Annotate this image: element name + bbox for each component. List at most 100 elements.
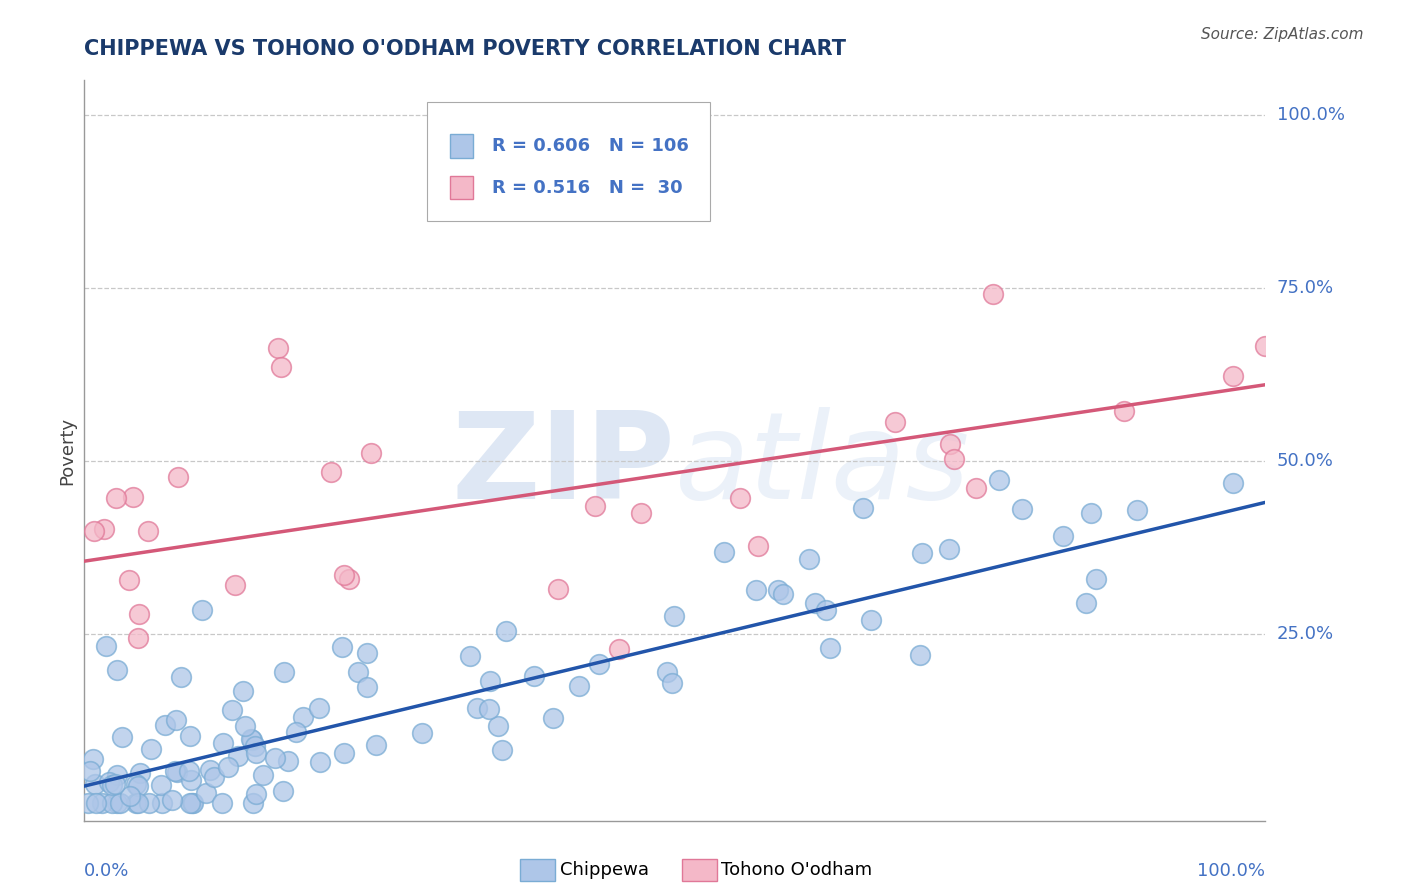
- Point: [180, 773, 202, 788]
- Point: [630, 507, 652, 521]
- Point: [1112, 404, 1135, 418]
- Point: [194, 786, 217, 800]
- Point: [309, 755, 332, 769]
- Point: [179, 764, 201, 778]
- Point: [179, 797, 201, 811]
- Point: [128, 766, 150, 780]
- Point: [221, 703, 243, 717]
- Point: [1222, 369, 1244, 384]
- Point: [772, 587, 794, 601]
- Text: 100.0%: 100.0%: [1277, 106, 1344, 124]
- Point: [747, 539, 769, 553]
- Point: [242, 732, 264, 747]
- Point: [181, 797, 204, 811]
- Point: [568, 679, 591, 693]
- Text: ZIP: ZIP: [451, 407, 675, 524]
- Point: [541, 711, 564, 725]
- Point: [411, 726, 433, 740]
- Point: [273, 665, 295, 679]
- Point: [491, 742, 513, 756]
- Point: [93, 522, 115, 536]
- Point: [495, 624, 517, 639]
- Point: [337, 572, 360, 586]
- Point: [478, 702, 501, 716]
- Text: 50.0%: 50.0%: [1277, 452, 1333, 470]
- Point: [799, 551, 821, 566]
- Point: [588, 657, 610, 671]
- Point: [127, 779, 149, 793]
- Point: [292, 710, 315, 724]
- Point: [125, 777, 148, 791]
- Point: [101, 797, 124, 811]
- Point: [165, 764, 187, 778]
- Point: [181, 797, 204, 811]
- Point: [308, 701, 330, 715]
- Point: [661, 676, 683, 690]
- Point: [105, 768, 128, 782]
- Text: CHIPPEWA VS TOHONO O'ODHAM POVERTY CORRELATION CHART: CHIPPEWA VS TOHONO O'ODHAM POVERTY CORRE…: [84, 39, 846, 59]
- Point: [263, 751, 285, 765]
- Point: [938, 541, 960, 556]
- Point: [105, 491, 128, 505]
- Point: [83, 524, 105, 539]
- Point: [330, 640, 353, 654]
- Point: [981, 286, 1004, 301]
- Point: [486, 719, 509, 733]
- Point: [127, 632, 149, 646]
- Point: [139, 742, 162, 756]
- Point: [117, 573, 139, 587]
- Text: atlas: atlas: [675, 407, 970, 524]
- Text: 0.0%: 0.0%: [84, 863, 129, 880]
- Point: [284, 725, 307, 739]
- Point: [1011, 502, 1033, 516]
- Point: [465, 701, 488, 715]
- Point: [98, 774, 121, 789]
- Text: 25.0%: 25.0%: [1277, 624, 1334, 643]
- Point: [366, 738, 388, 752]
- Point: [1074, 596, 1097, 610]
- Point: [884, 415, 907, 429]
- Text: 100.0%: 100.0%: [1198, 863, 1265, 880]
- Point: [360, 446, 382, 460]
- Point: [128, 607, 150, 622]
- Point: [852, 500, 875, 515]
- Point: [938, 437, 960, 451]
- Point: [333, 567, 356, 582]
- Point: [270, 360, 292, 375]
- Point: [149, 778, 172, 792]
- Text: R = 0.516   N =  30: R = 0.516 N = 30: [492, 178, 682, 196]
- Point: [127, 797, 149, 811]
- Point: [356, 646, 378, 660]
- Point: [77, 796, 100, 810]
- Point: [356, 681, 378, 695]
- Point: [166, 713, 188, 727]
- Point: [90, 797, 112, 811]
- Point: [1085, 572, 1108, 586]
- Text: Chippewa: Chippewa: [560, 861, 648, 879]
- Point: [239, 731, 262, 746]
- Point: [988, 473, 1011, 487]
- Point: [728, 491, 751, 506]
- Point: [179, 729, 201, 743]
- Text: Tohono O'odham: Tohono O'odham: [721, 861, 872, 879]
- Point: [94, 639, 117, 653]
- Point: [815, 603, 838, 617]
- Point: [277, 754, 299, 768]
- Point: [478, 674, 501, 689]
- Y-axis label: Poverty: Poverty: [58, 417, 76, 484]
- Point: [170, 670, 193, 684]
- Point: [150, 797, 173, 811]
- Point: [166, 764, 188, 779]
- Point: [319, 465, 342, 479]
- FancyBboxPatch shape: [450, 176, 474, 200]
- Point: [804, 596, 827, 610]
- FancyBboxPatch shape: [450, 135, 474, 158]
- Point: [245, 746, 267, 760]
- Point: [138, 524, 160, 538]
- Text: R = 0.606   N = 106: R = 0.606 N = 106: [492, 137, 689, 155]
- Point: [120, 789, 142, 803]
- Point: [609, 642, 631, 657]
- Point: [346, 665, 368, 679]
- Point: [458, 648, 481, 663]
- Point: [105, 797, 128, 811]
